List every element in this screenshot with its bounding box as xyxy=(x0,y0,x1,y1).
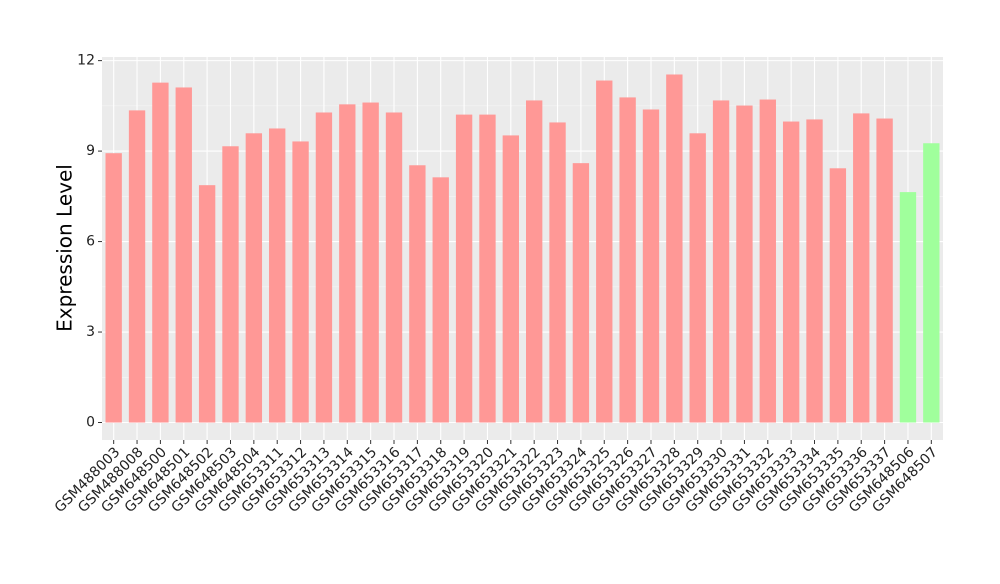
bar xyxy=(222,146,239,423)
bar xyxy=(105,153,122,423)
bar xyxy=(339,104,356,423)
bar xyxy=(596,80,613,423)
bar xyxy=(245,133,263,423)
bar xyxy=(152,82,169,423)
bar xyxy=(362,102,379,423)
y-tick-label: 0 xyxy=(86,415,95,431)
y-tick-label: 6 xyxy=(86,234,95,250)
bar xyxy=(315,112,333,423)
bar xyxy=(876,118,893,423)
y-tick-label: 12 xyxy=(77,53,95,69)
bar xyxy=(806,119,823,423)
bar xyxy=(736,105,753,423)
bar xyxy=(432,177,449,423)
bar xyxy=(292,141,309,423)
bar xyxy=(759,99,776,423)
bar xyxy=(549,122,566,423)
y-axis-title: Expression Level xyxy=(53,164,77,332)
bar xyxy=(829,168,847,423)
bar xyxy=(502,135,519,423)
bar xyxy=(479,114,496,423)
bar xyxy=(128,110,146,423)
bar xyxy=(409,165,426,423)
y-tick-label: 3 xyxy=(86,324,95,340)
bar xyxy=(689,133,706,423)
bar xyxy=(385,112,403,423)
bar xyxy=(455,114,473,423)
bar xyxy=(642,109,660,423)
bar xyxy=(666,74,683,423)
y-tick-label: 9 xyxy=(86,143,95,159)
bar xyxy=(269,128,286,423)
bar xyxy=(923,143,940,423)
bar xyxy=(782,121,800,423)
bar xyxy=(712,100,730,423)
bar xyxy=(572,163,590,423)
bar xyxy=(198,185,216,423)
bar xyxy=(853,113,870,423)
bar xyxy=(619,97,636,423)
panel xyxy=(102,57,943,440)
bar xyxy=(899,192,917,423)
bar xyxy=(526,100,543,423)
bar xyxy=(175,87,192,423)
